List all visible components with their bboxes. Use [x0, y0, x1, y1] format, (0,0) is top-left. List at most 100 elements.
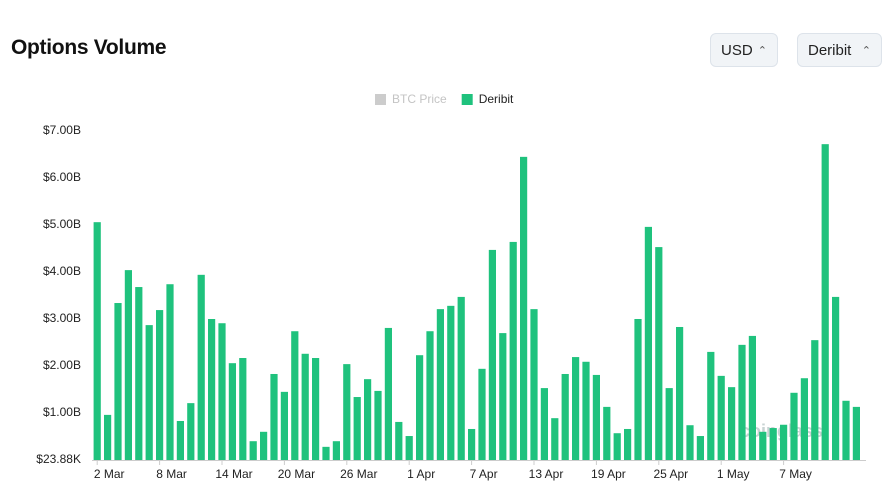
- bar: [208, 319, 216, 460]
- bar: [696, 436, 704, 460]
- bar: [405, 436, 413, 460]
- bar: [322, 446, 330, 460]
- bar: [561, 373, 569, 460]
- bar: [93, 222, 101, 460]
- x-tick-label: 13 Apr: [529, 467, 564, 481]
- bar: [738, 344, 746, 460]
- x-tick-label: 26 Mar: [340, 467, 377, 481]
- bar: [728, 387, 736, 460]
- x-tick-label: 8 Mar: [156, 467, 187, 481]
- bar: [478, 368, 486, 460]
- bar: [260, 431, 268, 460]
- y-tick-label: $7.00B: [43, 123, 81, 137]
- bar: [551, 418, 559, 460]
- bar: [374, 390, 382, 460]
- bar: [748, 335, 756, 460]
- bar: [197, 274, 205, 460]
- y-tick-label: $23.88K: [36, 452, 81, 466]
- bar: [634, 319, 642, 460]
- bar: [852, 406, 860, 460]
- currency-dropdown[interactable]: USD ⌃: [710, 33, 778, 67]
- bar: [717, 375, 725, 460]
- y-tick-label: $3.00B: [43, 311, 81, 325]
- bar: [395, 421, 403, 460]
- bar: [187, 403, 195, 460]
- bar: [353, 397, 361, 460]
- bar: [332, 441, 340, 460]
- bar: [540, 388, 548, 460]
- bar: [780, 424, 788, 460]
- bar: [249, 441, 257, 460]
- bar: [457, 296, 465, 460]
- y-tick-label: $4.00B: [43, 264, 81, 278]
- currency-value: USD: [721, 42, 753, 59]
- bar: [821, 144, 829, 461]
- bar: [156, 310, 164, 460]
- bar: [426, 331, 434, 460]
- bar: [176, 420, 184, 460]
- bar: [800, 378, 808, 460]
- bar: [312, 358, 320, 460]
- bar: [582, 361, 590, 460]
- bar: [686, 425, 694, 460]
- bar: [769, 428, 777, 460]
- y-tick-label: $6.00B: [43, 170, 81, 184]
- exchange-value: Deribit: [808, 42, 852, 59]
- bar: [343, 364, 351, 460]
- bar: [228, 363, 236, 460]
- bar: [613, 433, 621, 460]
- chevron: ⌃: [757, 45, 767, 57]
- legend-label[interactable]: BTC Price: [392, 92, 447, 106]
- bar: [135, 287, 143, 460]
- bar: [811, 340, 819, 460]
- bar: [239, 358, 247, 460]
- bar: [520, 156, 528, 460]
- bar: [488, 249, 496, 460]
- x-tick-label: 25 Apr: [653, 467, 688, 481]
- x-tick-label: 14 Mar: [215, 467, 252, 481]
- x-tick-label: 2 Mar: [94, 467, 125, 481]
- bar: [665, 388, 673, 460]
- bar: [790, 392, 798, 460]
- bar: [280, 391, 288, 460]
- bar: [842, 400, 850, 460]
- bar: [707, 351, 715, 460]
- bar: [655, 247, 663, 460]
- bar: [384, 327, 392, 460]
- y-tick-label: $2.00B: [43, 358, 81, 372]
- bar: [291, 331, 299, 460]
- bar: [145, 325, 153, 460]
- bar: [301, 353, 309, 460]
- bar: [166, 284, 174, 460]
- x-tick-label: 1 Apr: [407, 467, 435, 481]
- bar: [530, 309, 538, 460]
- bar: [676, 326, 684, 460]
- legend-swatch[interactable]: [375, 94, 386, 105]
- legend-label[interactable]: Deribit: [479, 92, 514, 106]
- x-tick-label: 7 May: [779, 467, 812, 481]
- bar: [270, 373, 278, 460]
- bar: [436, 309, 444, 460]
- bar: [124, 270, 132, 460]
- bar: [468, 428, 476, 460]
- exchange-dropdown[interactable]: Deribit ⌃: [797, 33, 882, 67]
- bar: [603, 406, 611, 460]
- bar: [624, 428, 632, 460]
- page-title: Options Volume: [11, 36, 167, 59]
- chevron: ⌃: [861, 45, 871, 57]
- bar: [447, 305, 455, 460]
- x-tick-label: 19 Apr: [591, 467, 626, 481]
- bar: [416, 355, 424, 460]
- bar: [509, 241, 517, 460]
- bar: [114, 303, 122, 460]
- bar: [499, 333, 507, 460]
- y-tick-label: $5.00B: [43, 217, 81, 231]
- bar: [104, 414, 112, 460]
- bar: [759, 431, 767, 460]
- bar: [832, 296, 840, 460]
- legend-swatch[interactable]: [461, 94, 473, 105]
- x-tick-label: 1 May: [717, 467, 750, 481]
- x-tick-label: 20 Mar: [278, 467, 315, 481]
